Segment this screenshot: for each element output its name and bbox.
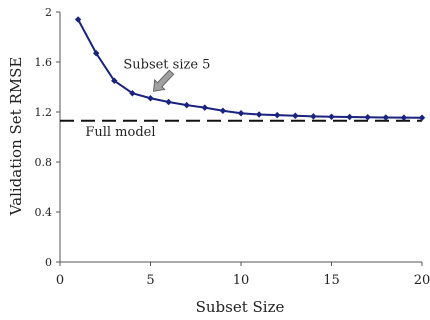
data-point xyxy=(202,104,208,110)
full-model-label: Full model xyxy=(85,125,155,140)
data-point xyxy=(328,114,334,120)
x-tick-label: 5 xyxy=(146,273,154,288)
y-tick-label: 0 xyxy=(45,256,52,269)
data-point xyxy=(238,110,244,116)
data-point xyxy=(365,114,371,120)
data-point xyxy=(383,114,389,120)
y-tick-label: 1.2 xyxy=(35,106,53,119)
data-point xyxy=(346,114,352,120)
y-tick-label: 1.6 xyxy=(35,56,53,69)
data-point xyxy=(256,111,262,117)
x-tick-label: 20 xyxy=(414,273,430,288)
annotation-arrow xyxy=(154,70,174,91)
data-point xyxy=(165,99,171,105)
data-point xyxy=(147,95,153,101)
data-point xyxy=(310,113,316,119)
x-tick-label: 10 xyxy=(233,273,250,288)
annotation-label: Subset size 5 xyxy=(123,57,210,72)
data-point xyxy=(274,112,280,118)
data-point xyxy=(184,102,190,108)
x-tick-label: 0 xyxy=(56,273,64,288)
x-tick-label: 15 xyxy=(323,273,340,288)
x-axis-title: Subset Size xyxy=(196,298,285,316)
reference-layer: Full model xyxy=(60,121,422,140)
annotation-layer: Subset size 5 xyxy=(123,57,210,91)
y-axis-title: Validation Set RMSE xyxy=(7,57,25,217)
data-point xyxy=(292,113,298,119)
y-tick-label: 0.4 xyxy=(35,206,53,219)
y-tick-label: 2 xyxy=(45,6,52,19)
data-point xyxy=(220,108,226,114)
y-tick-label: 0.8 xyxy=(35,156,53,169)
